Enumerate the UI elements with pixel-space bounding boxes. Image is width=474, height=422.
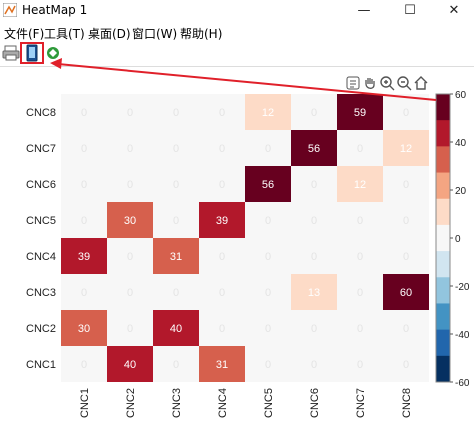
print-icon[interactable] [2,44,20,62]
highlight-box [20,42,44,64]
pan-hand-icon[interactable] [362,75,378,91]
menu-bar: 文件(F) 工具(T) 桌面(D) 窗口(W) 帮助(H) [0,23,474,41]
window-title: HeatMap 1 [22,3,88,17]
matlab-app-icon [3,3,17,17]
menu-help[interactable]: 帮助(H) [180,27,223,41]
menu-desktop[interactable]: 桌面(D) [88,27,131,41]
menu-file[interactable]: 文件(F) [4,27,45,41]
close-button[interactable]: ✕ [448,3,460,18]
export-icon[interactable] [345,75,361,91]
dock-figure-icon[interactable] [23,44,41,62]
menu-window[interactable]: 窗口(W) [132,27,178,41]
link-data-icon[interactable] [44,44,62,62]
figure-canvas [0,66,474,422]
toolbar [0,41,474,66]
menu-tools[interactable]: 工具(T) [44,27,85,41]
axes-toolbar [345,75,431,93]
maximize-button[interactable]: ☐ [404,3,416,18]
minimize-button[interactable]: — [357,3,371,18]
home-icon[interactable] [413,75,429,91]
window-titlebar: HeatMap 1 — ☐ ✕ [0,0,474,22]
zoom-out-icon[interactable] [396,75,412,91]
zoom-in-icon[interactable] [379,75,395,91]
